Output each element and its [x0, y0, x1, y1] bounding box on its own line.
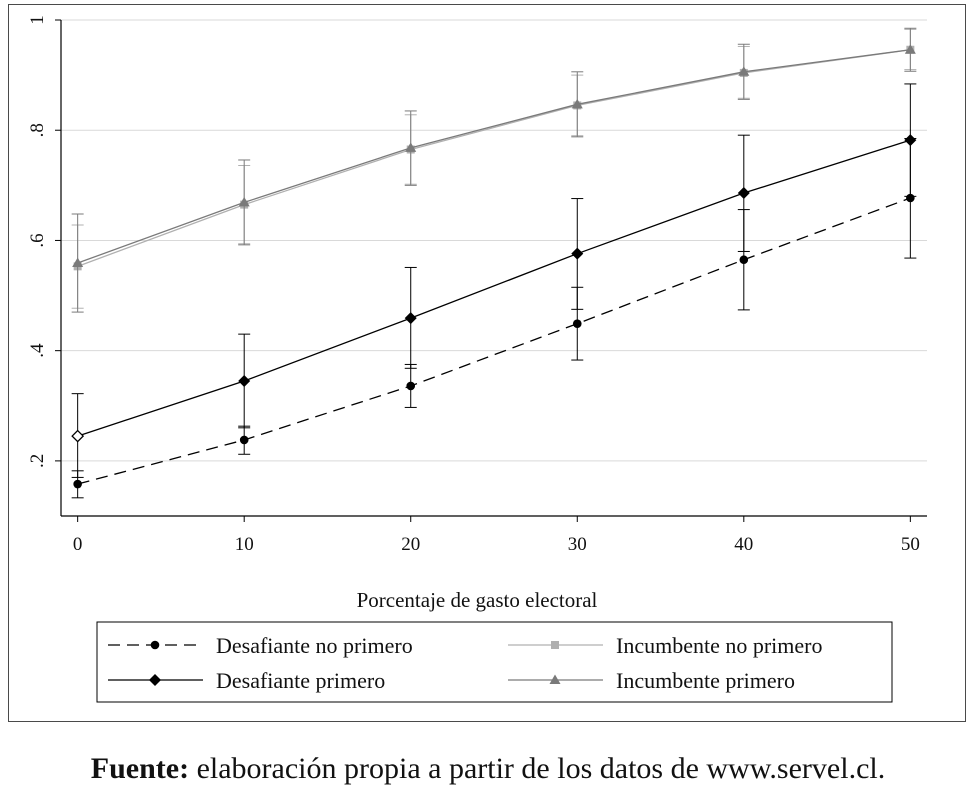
data-point [238, 196, 250, 207]
gridlines [61, 19, 927, 462]
y-tick-label: .2 [27, 454, 48, 468]
source-text: elaboración propia a partir de los datos… [189, 752, 886, 785]
y-tick-label: .8 [27, 123, 48, 137]
x-axis-title: Porcentaje de gasto electoral [357, 588, 598, 612]
legend-entry: Desafiante primero [108, 668, 385, 693]
series-line [77, 49, 911, 264]
x-tick-label: 40 [734, 534, 753, 555]
data-point [72, 257, 84, 268]
plot-area [61, 20, 927, 516]
series-line [77, 139, 911, 437]
data-point [739, 255, 749, 265]
y-tick-label: 1 [27, 15, 48, 25]
legend: Desafiante no primero Incumbente no prime… [96, 621, 893, 703]
legend-marker [150, 640, 160, 650]
data-point [571, 98, 583, 109]
axes [60, 20, 927, 517]
data-point [406, 381, 416, 391]
legend-entry: Incumbente primero [508, 668, 795, 693]
legend-label: Desafiante no primero [216, 633, 413, 658]
data-point [572, 319, 582, 328]
legend-label: Incumbente primero [616, 668, 795, 693]
series-line [77, 49, 911, 267]
x-tick-label: 50 [901, 534, 920, 555]
legend-entry: Desafiante no primero [108, 633, 413, 658]
tick-marks: .2.4.6.810 10 20 30 40 50 [27, 15, 920, 555]
legend-label: Desafiante primero [216, 668, 385, 693]
legend-entry: Incumbente no primero [508, 633, 823, 658]
legend-marker [549, 674, 561, 684]
line-chart: .2.4.6.810 10 20 30 40 50 Porcentaje de gasto… [27, 15, 927, 703]
legend-entries: Desafiante no primero Incumbente no prime… [108, 633, 823, 693]
series-3 [71, 27, 917, 313]
y-tick-label: .6 [27, 233, 48, 247]
x-tick-label: 30 [568, 534, 587, 555]
legend-marker [551, 641, 559, 649]
data-point [737, 187, 750, 200]
legend-marker [149, 674, 161, 686]
legend-box [96, 621, 893, 703]
series-line [77, 197, 911, 485]
source-note: Fuente: elaboración propia a partir de l… [0, 752, 976, 786]
data-point [71, 429, 85, 443]
legend-label: Incumbente no primero [616, 633, 823, 658]
x-tick-label: 0 [73, 534, 83, 555]
data-point [239, 435, 249, 445]
data-point [405, 142, 417, 152]
data-point [904, 44, 916, 54]
data-point [238, 374, 251, 387]
source-label: Fuente: [90, 752, 190, 785]
data-point [904, 134, 917, 147]
series-1 [71, 83, 917, 478]
data-point [73, 479, 82, 489]
x-tick-label: 10 [235, 534, 254, 555]
data-series [71, 27, 917, 499]
data-point [404, 312, 417, 325]
x-tick-label: 20 [401, 534, 420, 555]
data-point [571, 247, 584, 260]
y-tick-label: .4 [27, 343, 48, 358]
data-point [738, 66, 750, 76]
